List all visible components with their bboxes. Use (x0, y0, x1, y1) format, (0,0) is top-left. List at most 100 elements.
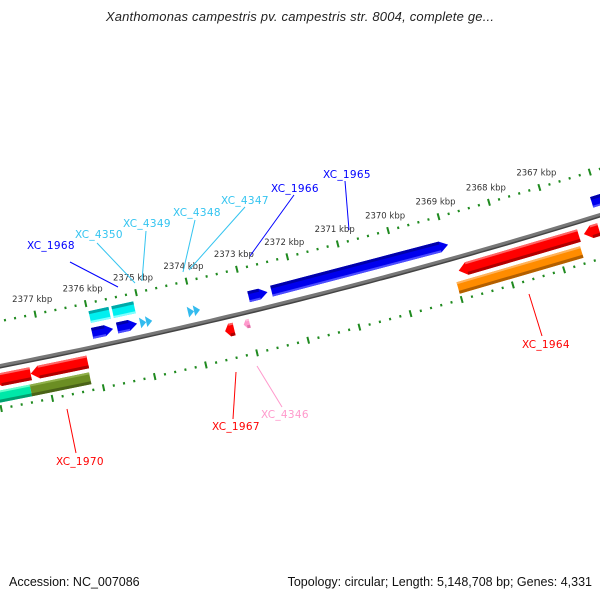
minor-tick (245, 265, 249, 269)
minor-tick (548, 182, 551, 186)
trna-chevron[interactable] (144, 316, 153, 327)
gene-xc-1964[interactable] (458, 229, 581, 275)
gene-highlight (272, 250, 442, 297)
minor-tick (143, 377, 146, 381)
minor-tick (450, 300, 453, 304)
leader-xc-1965 (344, 180, 350, 231)
kbp-label: 2370 kbp (365, 212, 405, 222)
minor-tick (265, 260, 269, 264)
gene-label-xc-1964[interactable]: XC_1964 (522, 339, 570, 351)
leader-xc-4346 (256, 365, 283, 408)
minor-tick (94, 300, 97, 303)
minor-tick (366, 234, 370, 238)
minor-tick (235, 356, 238, 360)
gene-xc-4350[interactable] (88, 306, 111, 323)
gene-xc-1966[interactable] (270, 241, 449, 297)
gene-xc-1970[interactable] (30, 355, 90, 379)
gene-body[interactable] (30, 355, 90, 379)
minor-tick (205, 275, 208, 278)
minor-tick (194, 365, 197, 369)
minor-tick (356, 237, 360, 241)
minor-tick (527, 189, 531, 192)
major-tick (357, 323, 362, 331)
gene-xc-1968[interactable] (91, 325, 114, 339)
gene-shade (590, 194, 600, 200)
gene-highlight (113, 311, 136, 318)
minor-tick (173, 370, 177, 374)
gene-label-xc-1968[interactable]: XC_1968 (27, 240, 75, 252)
trna-chevron[interactable] (138, 317, 147, 329)
kbp-label: 2372 kbp (264, 238, 304, 248)
gene-right-edge[interactable] (590, 186, 600, 208)
minor-tick (286, 343, 290, 347)
gene-xc-4349-trna[interactable] (138, 316, 153, 329)
gene-label-xc-1970[interactable]: XC_1970 (56, 456, 104, 468)
minor-tick (378, 320, 382, 324)
minor-tick (572, 265, 576, 269)
minor-tick (316, 247, 319, 251)
gene-highlight (92, 334, 107, 339)
minor-tick (388, 317, 392, 321)
major-tick (436, 213, 441, 221)
major-tick (184, 277, 189, 285)
gene-highlight (592, 203, 600, 208)
minor-tick (457, 209, 460, 213)
gene-xc-4348-trna[interactable] (186, 305, 200, 318)
minor-tick (144, 288, 148, 292)
minor-tick (427, 218, 430, 221)
gene-xc-1964-feature[interactable] (456, 246, 584, 294)
gene-highlight (228, 322, 234, 326)
gene-label-xc-4347[interactable]: XC_4347 (221, 195, 269, 207)
gene-xc-1967[interactable] (225, 322, 236, 337)
gene-xc-1971[interactable] (0, 367, 32, 386)
minor-tick (195, 277, 198, 281)
major-tick (510, 281, 515, 289)
gene-xc-4349[interactable] (111, 301, 136, 318)
gene-body[interactable] (270, 241, 449, 297)
scale-tracks (0, 167, 600, 413)
gene-shade (0, 393, 33, 403)
gene-label-xc-1965[interactable]: XC_1965 (323, 169, 371, 181)
gene-label-xc-4346[interactable]: XC_4346 (261, 409, 309, 421)
gene-label-xc-4350[interactable]: XC_4350 (75, 229, 123, 241)
gene-xc-4346[interactable] (243, 318, 251, 329)
gene-shade (31, 381, 92, 397)
gene-shade (458, 254, 584, 294)
minor-tick (124, 293, 128, 297)
gene-body[interactable] (456, 246, 584, 294)
gene-label-xc-4348[interactable]: XC_4348 (173, 207, 221, 219)
trna-chevron[interactable] (192, 305, 200, 317)
minor-tick (568, 176, 571, 180)
genome-title: Xanthomonas campestris pv. campestris st… (105, 9, 495, 24)
major-tick (285, 253, 290, 261)
trna-chevron[interactable] (186, 306, 195, 318)
minor-tick (114, 295, 118, 299)
gene-xc-1965b[interactable] (247, 288, 268, 303)
gene-label-xc-1966[interactable]: XC_1966 (271, 183, 319, 195)
gene-xc-1968b[interactable] (116, 320, 138, 334)
gene-xc-1970-feature-b[interactable] (29, 372, 92, 397)
gene-label-xc-1967[interactable]: XC_1967 (212, 421, 260, 433)
minor-tick (407, 223, 410, 227)
gene-label-xc-4349[interactable]: XC_4349 (123, 218, 171, 230)
minor-tick (225, 358, 228, 362)
gene-xc-1970-feature-a[interactable] (0, 384, 33, 404)
gene-body[interactable] (29, 372, 92, 397)
gene-features (0, 186, 600, 404)
gene-body[interactable] (458, 229, 581, 275)
gene-shade (39, 365, 90, 379)
gene-highlight (0, 367, 30, 376)
major-tick (408, 309, 413, 318)
kbp-label: 2377 kbp (12, 295, 52, 305)
minor-tick (255, 262, 259, 266)
kbp-label: 2371 kbp (315, 225, 355, 235)
major-tick (255, 349, 259, 357)
major-tick (587, 168, 592, 176)
minor-tick (165, 284, 168, 288)
major-tick (33, 310, 37, 318)
gene-shade (1, 377, 32, 386)
leader-xc-1970 (66, 408, 77, 454)
gene-xc-1963[interactable] (583, 223, 600, 238)
backbone-line (0, 212, 600, 368)
